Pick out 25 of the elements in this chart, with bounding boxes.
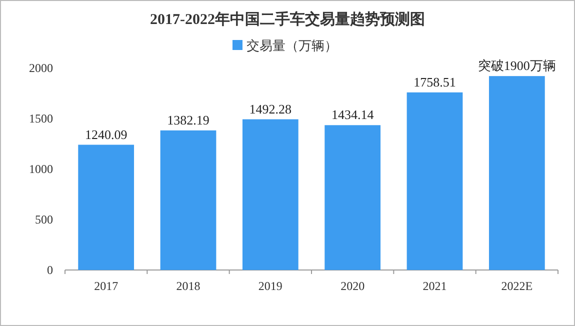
y-tick-label: 0 xyxy=(47,263,53,277)
x-tick-label: 2019 xyxy=(258,279,282,293)
chart-title: 2017-2022年中国二手车交易量趋势预测图 xyxy=(150,10,425,28)
data-label: 1240.09 xyxy=(84,126,128,142)
x-tick-label: 2017 xyxy=(94,279,118,293)
y-tick-label: 2000 xyxy=(29,61,53,75)
data-label: 1434.14 xyxy=(331,107,374,122)
y-tick-label: 1500 xyxy=(29,112,53,126)
bar xyxy=(324,125,381,270)
y-tick-label: 500 xyxy=(35,212,53,226)
data-label: 1382.19 xyxy=(167,112,210,128)
y-tick-label: 1000 xyxy=(29,162,53,176)
bar xyxy=(242,119,298,270)
legend-label: 交易量（万辆） xyxy=(246,38,338,53)
bar xyxy=(160,130,216,270)
bar xyxy=(406,92,463,270)
data-label: 突破1900万辆 xyxy=(478,58,556,74)
bar xyxy=(78,144,134,270)
data-label: 1758.51 xyxy=(414,74,456,90)
x-tick-label: 2022E xyxy=(501,279,533,293)
x-tick-label: 2020 xyxy=(340,279,365,293)
data-label: 1492.28 xyxy=(249,101,292,116)
x-tick-label: 2018 xyxy=(176,279,200,293)
x-tick-label: 2021 xyxy=(422,279,447,293)
bar xyxy=(488,76,545,270)
